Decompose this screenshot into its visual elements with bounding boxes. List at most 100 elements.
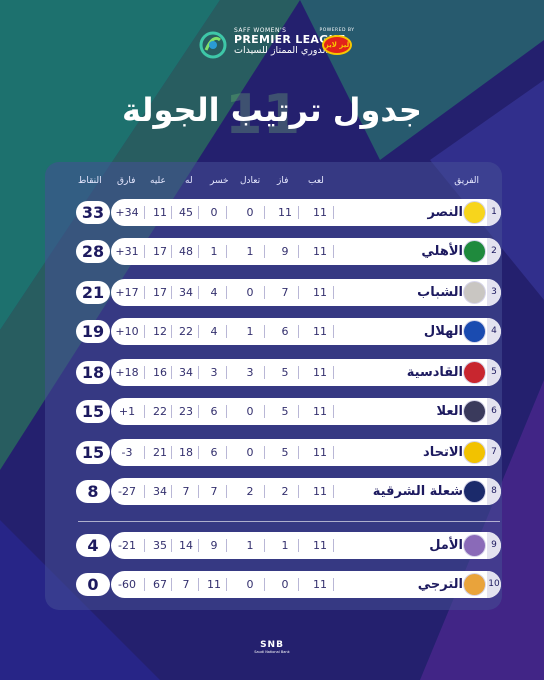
cell-divider <box>226 366 227 379</box>
lost-cell: 9 <box>210 539 218 552</box>
cell-divider <box>198 206 199 219</box>
row-background <box>111 439 501 466</box>
cell-divider <box>144 539 145 552</box>
cell-divider <box>171 446 172 459</box>
drawn-cell: 0 <box>246 446 254 459</box>
team-crest-icon <box>464 362 485 383</box>
drawn-cell: 2 <box>246 485 254 498</box>
table-row: 19 +10 12 22 4 1 6 11 الهلال 4 <box>76 318 501 345</box>
cell-divider <box>171 325 172 338</box>
played-cell: 11 <box>313 325 327 338</box>
played-cell: 11 <box>313 539 327 552</box>
title-block: 11 جدول ترتيب الجولة <box>0 83 544 146</box>
played-cell: 11 <box>313 578 327 591</box>
cell-divider <box>144 405 145 418</box>
team-crest-icon <box>464 535 485 556</box>
points-cell: 28 <box>76 240 110 263</box>
cell-divider <box>171 206 172 219</box>
team-crest-icon <box>464 442 485 463</box>
row-background <box>111 571 501 598</box>
page-title: جدول ترتيب الجولة <box>122 91 422 129</box>
gd-cell: +18 <box>115 366 139 379</box>
points-cell: 15 <box>76 441 110 464</box>
team-crest-icon <box>464 574 485 595</box>
ga-cell: 17 <box>153 245 167 258</box>
row-background <box>111 279 501 306</box>
league-name-en: PREMIER LEAGUE <box>234 33 346 47</box>
ga-cell: 34 <box>153 485 167 498</box>
lost-cell: 3 <box>210 366 218 379</box>
cell-divider <box>171 245 172 258</box>
team-crest-icon <box>464 241 485 262</box>
rank-cell: 4 <box>487 318 501 345</box>
cell-divider <box>144 366 145 379</box>
rank-cell: 1 <box>487 199 501 226</box>
cell-divider <box>226 405 227 418</box>
cell-divider <box>264 206 265 219</box>
cell-divider <box>198 245 199 258</box>
cell-divider <box>298 366 299 379</box>
gd-cell: +17 <box>115 286 139 299</box>
cell-divider <box>171 539 172 552</box>
rank-cell: 10 <box>487 571 501 598</box>
cell-divider <box>171 286 172 299</box>
footer-sponsor: SNB Saudi National Bank <box>252 640 292 654</box>
cell-divider <box>171 366 172 379</box>
rank-cell: 6 <box>487 398 501 425</box>
col-points: النقاط <box>78 176 102 186</box>
cell-divider <box>144 325 145 338</box>
cell-divider <box>333 286 334 299</box>
team-name: الترجي <box>417 577 463 592</box>
cell-divider <box>264 539 265 552</box>
gd-cell: -3 <box>121 446 133 459</box>
cell-divider <box>171 578 172 591</box>
played-cell: 11 <box>313 405 327 418</box>
ga-cell: 16 <box>153 366 167 379</box>
cell-divider <box>264 366 265 379</box>
league-name-ar: الدوري الممتاز للسيدات <box>234 44 328 56</box>
gf-cell: 45 <box>179 206 193 219</box>
gd-cell: +10 <box>115 325 139 338</box>
lost-cell: 4 <box>210 286 218 299</box>
rank-cell: 3 <box>487 279 501 306</box>
col-goals-against: عليه <box>150 176 166 186</box>
col-drawn: تعادل <box>240 176 261 186</box>
points-cell: 8 <box>76 480 110 503</box>
gd-cell: -27 <box>118 485 136 498</box>
relegation-divider <box>78 521 500 522</box>
drawn-cell: 1 <box>246 539 254 552</box>
won-cell: 5 <box>281 446 289 459</box>
team-name: العلا <box>436 404 463 419</box>
drawn-cell: 3 <box>246 366 254 379</box>
rank-cell: 8 <box>487 478 501 505</box>
cell-divider <box>298 286 299 299</box>
cell-divider <box>298 539 299 552</box>
cell-divider <box>264 325 265 338</box>
row-background <box>111 238 501 265</box>
col-won: فاز <box>277 176 289 186</box>
footer-sponsor-sub: Saudi National Bank <box>254 650 290 654</box>
points-cell: 0 <box>76 573 110 596</box>
lost-cell: 4 <box>210 325 218 338</box>
ga-cell: 11 <box>153 206 167 219</box>
ga-cell: 67 <box>153 578 167 591</box>
cell-divider <box>264 485 265 498</box>
team-name: الأهلي <box>421 244 463 259</box>
points-cell: 33 <box>76 201 110 224</box>
drawn-cell: 0 <box>246 286 254 299</box>
table-row: 15 -3 21 18 6 0 5 11 الاتحاد 7 <box>76 439 501 466</box>
cell-divider <box>198 325 199 338</box>
gf-cell: 14 <box>179 539 193 552</box>
points-cell: 15 <box>76 400 110 423</box>
drawn-cell: 0 <box>246 578 254 591</box>
table-row: 33 +34 11 45 0 0 11 11 النصر 1 <box>76 199 501 226</box>
row-background <box>111 478 501 505</box>
cell-divider <box>144 245 145 258</box>
played-cell: 11 <box>313 446 327 459</box>
won-cell: 6 <box>281 325 289 338</box>
league-logo-icon <box>199 31 227 59</box>
lost-cell: 7 <box>210 485 218 498</box>
rank-cell: 7 <box>487 439 501 466</box>
gd-cell: +1 <box>118 405 136 418</box>
cell-divider <box>198 405 199 418</box>
